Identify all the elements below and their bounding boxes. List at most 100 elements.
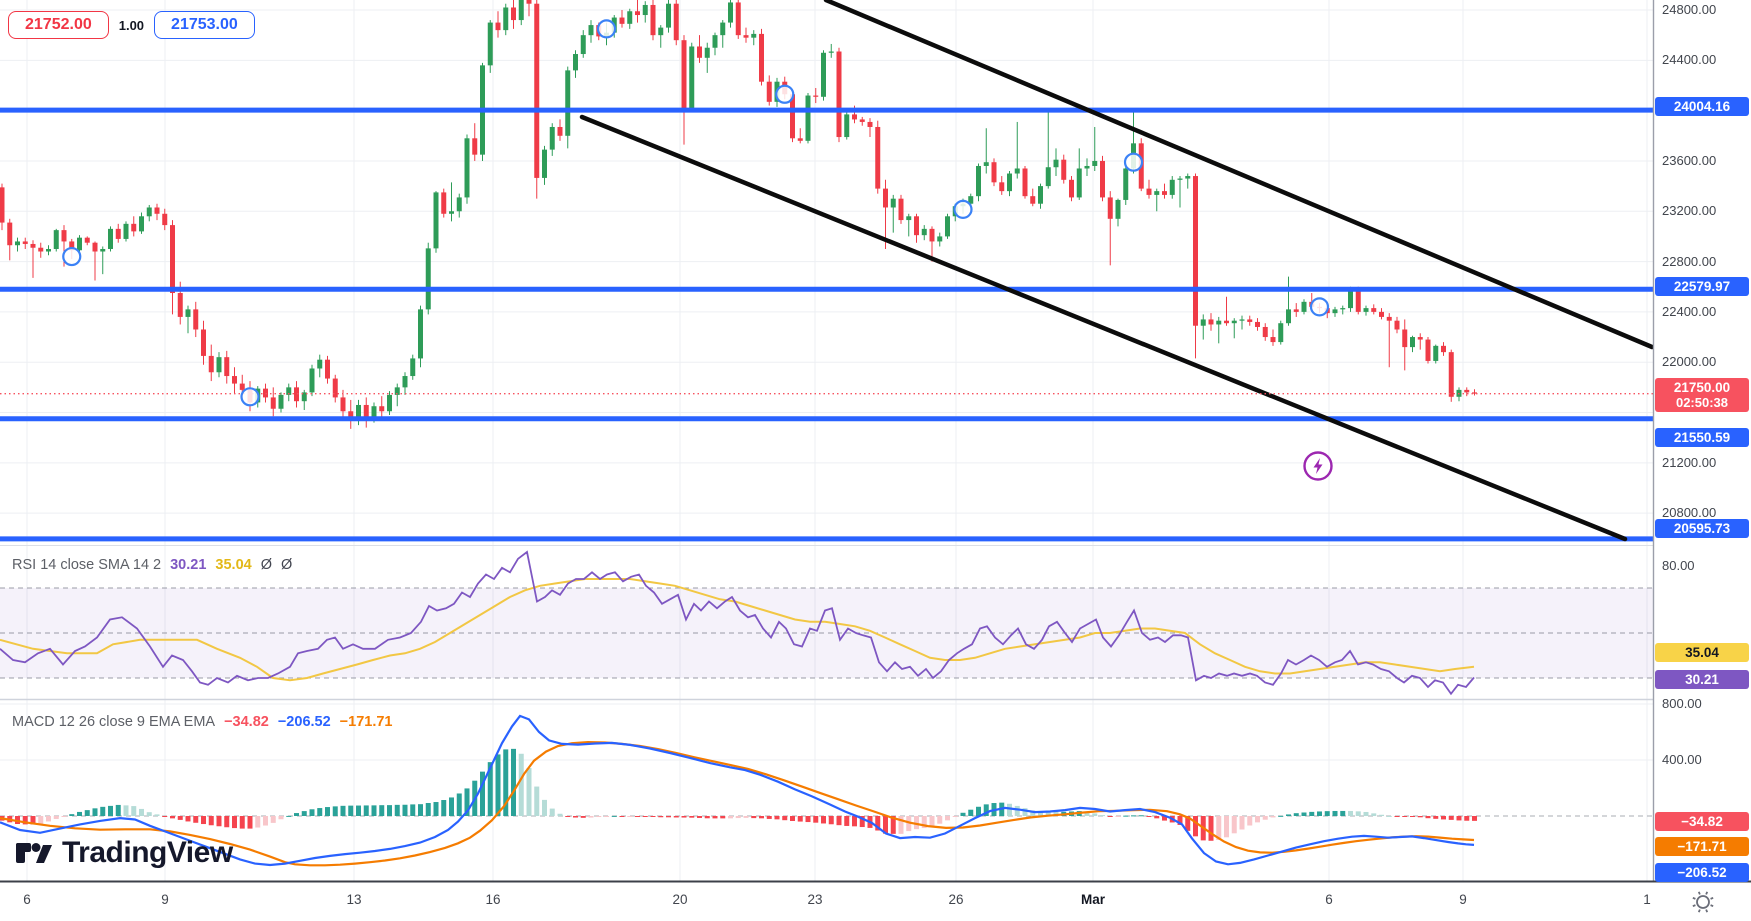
macd-bar bbox=[456, 793, 462, 816]
macd-bar bbox=[1123, 815, 1129, 817]
macd-bar bbox=[1425, 816, 1431, 819]
macd-legend[interactable]: MACD 12 26 close 9 EMA EMA −34.82 −206.5… bbox=[12, 714, 393, 730]
macd-bar bbox=[309, 809, 315, 816]
macd-bar bbox=[387, 805, 392, 816]
macd-bar bbox=[139, 808, 144, 816]
axis-badge: 20595.73 bbox=[1655, 519, 1749, 538]
candle bbox=[1286, 309, 1291, 324]
macd-bar bbox=[542, 799, 547, 816]
rsi-legend[interactable]: RSI 14 close SMA 14 2 30.21 35.04 Ø Ø bbox=[12, 557, 292, 573]
candle bbox=[441, 192, 447, 214]
macd-bar bbox=[1317, 811, 1322, 816]
candle bbox=[813, 95, 819, 97]
candle bbox=[704, 47, 710, 58]
macd-bar bbox=[1146, 816, 1152, 817]
macd-bar bbox=[449, 797, 454, 816]
trade-marker-icon[interactable] bbox=[775, 84, 795, 104]
candle bbox=[1472, 392, 1477, 394]
candle bbox=[1394, 320, 1400, 330]
trendline[interactable] bbox=[823, 0, 1655, 350]
rsi-plot bbox=[0, 550, 1475, 696]
macd-bar bbox=[1379, 814, 1384, 816]
macd-bar bbox=[348, 805, 354, 816]
macd-bar bbox=[1441, 816, 1446, 820]
macd-bar bbox=[464, 788, 470, 816]
candle bbox=[976, 165, 981, 197]
sell-button[interactable]: 21752.00 bbox=[8, 11, 109, 39]
trade-marker-icon[interactable] bbox=[953, 199, 973, 219]
candle bbox=[139, 216, 144, 232]
candle bbox=[38, 247, 44, 252]
price-tick-label: 22800.00 bbox=[1662, 253, 1717, 269]
horizontal-lines[interactable] bbox=[0, 0, 1655, 542]
candle bbox=[1022, 168, 1028, 197]
candle bbox=[100, 248, 106, 252]
candle bbox=[1115, 199, 1121, 219]
candle bbox=[681, 40, 687, 110]
trade-marker-icon[interactable] bbox=[1123, 152, 1144, 172]
candle bbox=[1340, 308, 1346, 310]
candle bbox=[1146, 188, 1152, 195]
macd-bar bbox=[596, 816, 602, 818]
trade-marker-icon[interactable] bbox=[1309, 297, 1330, 317]
candle bbox=[1030, 196, 1036, 204]
axis-badge: 22579.97 bbox=[1655, 277, 1749, 296]
axis-badge: −206.52 bbox=[1655, 863, 1749, 882]
macd-signal-value: −171.71 bbox=[339, 714, 393, 730]
candle bbox=[294, 387, 299, 402]
macd-bar bbox=[371, 805, 377, 816]
candle bbox=[619, 17, 625, 24]
candle bbox=[751, 33, 757, 38]
candle bbox=[1208, 319, 1214, 325]
candle bbox=[1363, 308, 1369, 312]
candle bbox=[1441, 345, 1446, 353]
macd-bar bbox=[216, 816, 222, 827]
trade-marker-icon[interactable] bbox=[596, 19, 617, 39]
macd-bar bbox=[945, 816, 950, 821]
candle bbox=[890, 198, 896, 208]
candle bbox=[92, 242, 98, 252]
macd-bar bbox=[952, 816, 958, 817]
macd-bar bbox=[177, 816, 183, 820]
candle bbox=[650, 4, 656, 36]
candle bbox=[1076, 168, 1082, 198]
candle bbox=[511, 7, 516, 21]
macd-bar bbox=[61, 816, 67, 817]
trade-marker-icon[interactable] bbox=[240, 387, 260, 407]
alert-lightning-icon[interactable] bbox=[1303, 451, 1333, 481]
candle bbox=[410, 358, 416, 377]
price-tick-label: 21200.00 bbox=[1662, 454, 1717, 470]
candle bbox=[1386, 316, 1392, 321]
candle bbox=[394, 387, 400, 395]
time-axis[interactable]: 6 9 13 16 20 23 26 Mar 6 9 1 bbox=[0, 882, 1653, 921]
trade-marker-icon[interactable] bbox=[62, 246, 82, 267]
macd-bar bbox=[704, 816, 710, 819]
candle bbox=[991, 162, 997, 183]
tradingview-logo[interactable]: TradingView bbox=[14, 833, 233, 873]
macd-bar bbox=[1193, 816, 1198, 837]
macd-bar bbox=[1456, 816, 1462, 821]
macd-bar bbox=[875, 816, 881, 831]
candle bbox=[7, 222, 13, 246]
macd-bar bbox=[185, 816, 191, 822]
macd-bar bbox=[1177, 816, 1183, 825]
candle bbox=[929, 228, 935, 242]
macd-bar bbox=[549, 808, 555, 816]
macd-bar bbox=[1247, 816, 1253, 826]
macd-bar bbox=[813, 816, 819, 823]
candle bbox=[286, 387, 292, 395]
trendline[interactable] bbox=[579, 114, 1628, 542]
candle bbox=[15, 241, 20, 246]
macd-bar bbox=[487, 762, 493, 816]
candle bbox=[898, 198, 904, 221]
gear-icon[interactable] bbox=[1692, 891, 1714, 913]
price-axis[interactable] bbox=[1654, 0, 1751, 921]
candle bbox=[270, 397, 276, 409]
candle bbox=[1402, 329, 1408, 348]
macd-bar bbox=[1162, 816, 1167, 821]
macd-bar bbox=[317, 808, 323, 816]
macd-bar bbox=[890, 816, 896, 834]
candle bbox=[371, 406, 377, 419]
buy-button[interactable]: 21753.00 bbox=[154, 11, 255, 39]
